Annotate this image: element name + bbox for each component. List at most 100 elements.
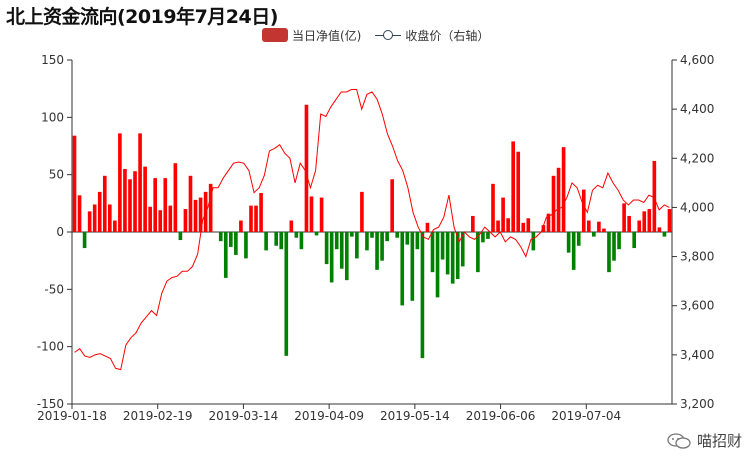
- bar: [319, 197, 324, 232]
- bar: [218, 232, 223, 242]
- bar: [329, 232, 334, 283]
- bar: [597, 221, 601, 232]
- bar: [592, 232, 596, 237]
- bar: [158, 210, 163, 232]
- bar: [571, 232, 576, 270]
- bar: [113, 220, 117, 232]
- x-tick-label: 2019-02-19: [123, 409, 193, 423]
- bar: [435, 232, 440, 298]
- bar: [163, 178, 168, 232]
- bar: [662, 232, 667, 237]
- bar: [491, 183, 495, 232]
- bar: [496, 220, 500, 232]
- bar: [445, 232, 450, 275]
- bar: [607, 232, 611, 273]
- bar: [410, 232, 415, 301]
- bar: [566, 232, 571, 253]
- bar: [304, 104, 309, 232]
- bar: [223, 232, 228, 278]
- y-left-tick-label: -50: [44, 282, 64, 296]
- bar: [460, 232, 465, 267]
- bar: [239, 220, 243, 232]
- bar: [108, 204, 112, 232]
- bar: [481, 232, 485, 243]
- bar: [511, 141, 515, 232]
- bar: [612, 232, 616, 261]
- bar: [360, 191, 364, 232]
- bar: [471, 215, 475, 232]
- bar: [440, 232, 445, 260]
- bar: [476, 232, 480, 273]
- y-right-tick-label: 3,800: [680, 250, 714, 264]
- bar: [193, 199, 198, 232]
- bar: [385, 232, 389, 242]
- bar: [118, 133, 122, 232]
- bar: [576, 232, 581, 246]
- bar: [82, 232, 87, 249]
- bar: [244, 232, 248, 259]
- bar: [350, 232, 354, 237]
- bar: [289, 220, 294, 232]
- bar: [259, 193, 263, 232]
- bar: [143, 166, 147, 232]
- legend-line-swatch: [375, 28, 402, 42]
- bar: [380, 232, 384, 261]
- bar: [395, 232, 400, 238]
- bar: [501, 197, 505, 232]
- bar: [92, 204, 97, 232]
- bar: [365, 232, 369, 251]
- bar: [314, 232, 319, 236]
- bar: [123, 168, 127, 232]
- bar: [370, 232, 374, 238]
- bar: [516, 151, 521, 232]
- bar: [415, 232, 420, 250]
- bar: [375, 232, 379, 270]
- x-tick-label: 2019-01-18: [37, 409, 107, 423]
- bar: [153, 178, 158, 232]
- bar: [531, 232, 536, 251]
- bar: [274, 232, 279, 246]
- bar: [602, 228, 606, 232]
- y-right-tick-label: 4,400: [680, 102, 714, 116]
- x-tick-label: 2019-05-14: [380, 409, 450, 423]
- bar: [637, 220, 642, 232]
- y-right-tick-label: 3,600: [680, 299, 714, 313]
- y-right-tick-label: 4,600: [680, 53, 714, 67]
- bar: [526, 218, 531, 232]
- y-left-tick-label: 100: [41, 110, 64, 124]
- bar: [254, 205, 258, 232]
- bar: [344, 232, 349, 281]
- bar: [546, 213, 551, 232]
- bar: [148, 206, 152, 232]
- bar: [198, 197, 203, 232]
- bar: [183, 209, 188, 232]
- legend-item-bar[interactable]: 当日净值(亿): [262, 27, 361, 44]
- bar: [455, 232, 460, 280]
- close-price-line: [74, 88, 670, 371]
- bar: [652, 160, 657, 232]
- legend-bar-swatch: [262, 28, 288, 42]
- bar: [581, 189, 586, 232]
- bar: [390, 179, 394, 232]
- x-tick-label: 2019-03-14: [209, 409, 279, 423]
- x-tick-label: 2019-04-09: [294, 409, 364, 423]
- bar: [334, 232, 339, 250]
- bar: [420, 232, 425, 359]
- bar: [294, 232, 299, 238]
- bar: [551, 175, 556, 232]
- bar: [632, 232, 636, 249]
- bar: [521, 222, 526, 232]
- bar: [355, 232, 359, 259]
- chart-title: 北上资金流向(2019年7月24日): [6, 6, 278, 28]
- x-tick-label: 2019-06-06: [466, 409, 536, 423]
- bar: [586, 220, 591, 232]
- bar: [506, 218, 510, 232]
- legend-bar-label: 当日净值(亿): [292, 28, 362, 43]
- y-left-tick-label: 150: [41, 53, 64, 67]
- bar: [77, 195, 82, 232]
- bar: [178, 232, 183, 241]
- bar: [425, 222, 430, 232]
- wechat-icon: [667, 432, 691, 449]
- legend-item-line[interactable]: 收盘价（右轴）: [375, 27, 489, 44]
- legend-line-label: 收盘价（右轴）: [405, 28, 490, 43]
